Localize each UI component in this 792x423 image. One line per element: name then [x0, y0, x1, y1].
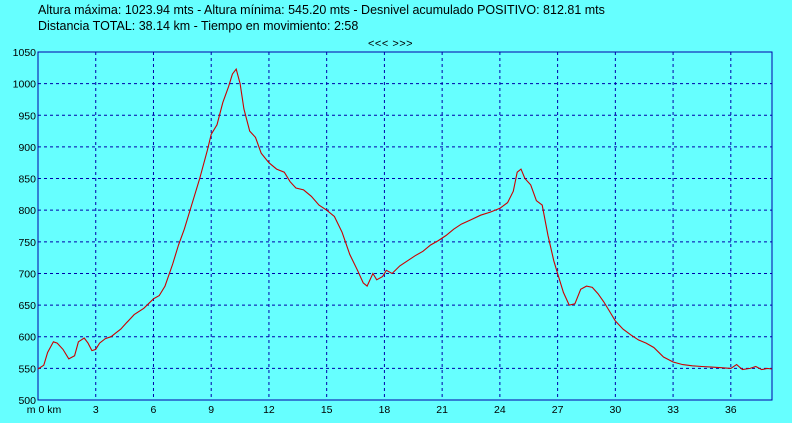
y-tick-label: 700	[18, 268, 36, 280]
plot-area	[37, 51, 773, 401]
x-tick-label: 21	[436, 404, 448, 416]
x-tick-label: 36	[725, 404, 737, 416]
stats-line-distance: Distancia TOTAL: 38.14 km - Tiempo en mo…	[38, 19, 359, 33]
stats-line-altitude: Altura máxima: 1023.94 mts - Altura míni…	[38, 3, 605, 17]
x-tick-label: 27	[552, 404, 564, 416]
x-tick-label: 33	[667, 404, 679, 416]
x-tick-label: 12	[263, 404, 275, 416]
nav-prev-next[interactable]: <<< >>>	[368, 38, 414, 50]
x-tick-label: 30	[610, 404, 622, 416]
x-tick-label: m 0 km	[27, 404, 62, 416]
y-axis-ticks: 500 550 600 650 700 750 800 850 900 950 1000 1050	[13, 47, 37, 407]
x-tick-label: 3	[93, 404, 99, 416]
y-tick-label: 500	[18, 395, 36, 407]
y-tick-label: 1000	[13, 79, 37, 91]
x-axis-ticks: m 0 km 3 6 9 12 15 18 21 24 27 30 33 36	[27, 404, 737, 416]
y-tick-label: 850	[18, 174, 36, 186]
y-tick-label: 550	[18, 363, 36, 375]
x-tick-label: 18	[379, 404, 391, 416]
elevation-line	[37, 67, 773, 371]
y-tick-label: 1050	[13, 47, 37, 59]
x-tick-label: 15	[321, 404, 333, 416]
x-tick-label: 9	[208, 404, 214, 416]
x-tick-label: 6	[151, 404, 157, 416]
y-tick-label: 800	[18, 205, 36, 217]
grid-lines	[38, 52, 772, 400]
x-tick-label: 24	[494, 404, 506, 416]
y-tick-label: 600	[18, 332, 36, 344]
y-tick-label: 750	[18, 237, 36, 249]
y-tick-label: 650	[18, 300, 36, 312]
y-tick-label: 900	[18, 142, 36, 154]
y-tick-label: 950	[18, 110, 36, 122]
